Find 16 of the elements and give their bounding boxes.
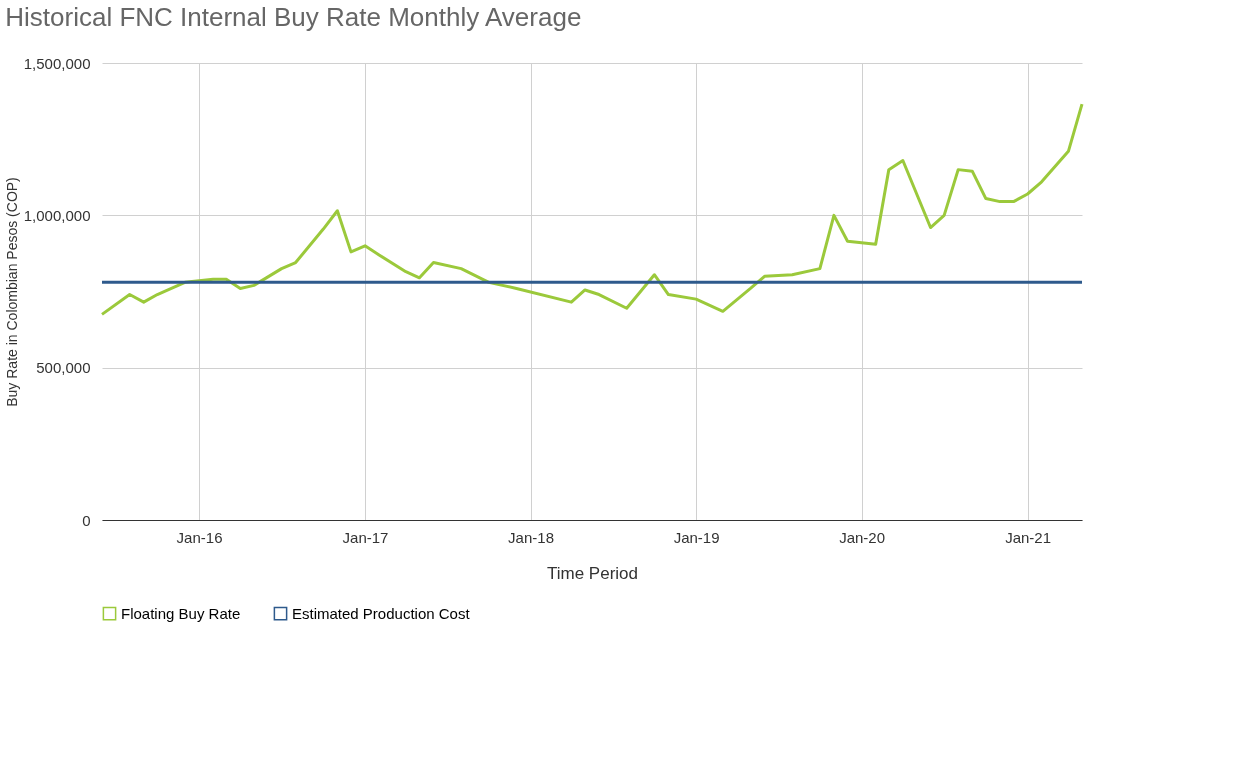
chart-title: Historical FNC Internal Buy Rate Monthly Average — [5, 2, 582, 32]
legend-label: Floating Buy Rate — [121, 604, 241, 622]
y-tick-label: 1,000,000 — [23, 206, 91, 224]
x-axis-title: Time Period — [546, 563, 639, 583]
x-tick-label: Jan-18 — [508, 528, 554, 546]
x-tick-label: Jan-19 — [673, 528, 720, 546]
x-tick-label: Jan-17 — [342, 528, 389, 546]
x-tick-label: Jan-16 — [176, 528, 223, 546]
y-tick-label: 1,500,000 — [23, 54, 91, 72]
y-tick-label: 0 — [82, 511, 91, 529]
legend-label: Estimated Production Cost — [292, 604, 471, 622]
line-series — [100, 102, 1084, 316]
x-tick-label: Jan-20 — [839, 528, 886, 546]
y-tick-label: 500,000 — [36, 359, 91, 377]
y-axis-title: Buy Rate in Colombian Pesos (COP) — [3, 177, 20, 407]
x-tick-label: Jan-21 — [1005, 528, 1052, 546]
